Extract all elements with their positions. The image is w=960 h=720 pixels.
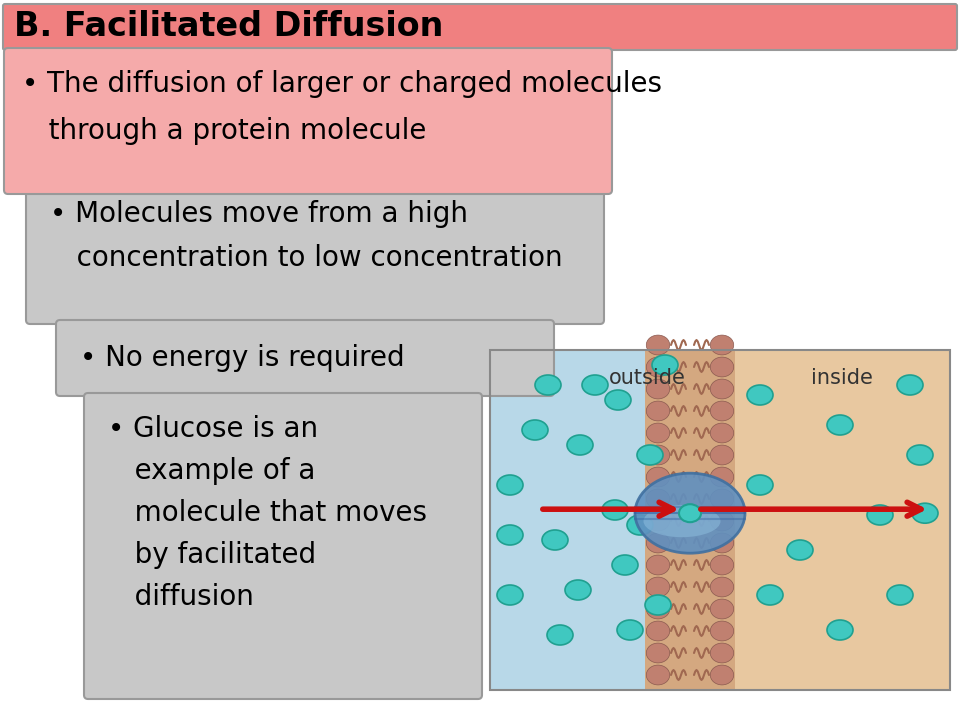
Ellipse shape — [535, 375, 561, 395]
Bar — [645, 350, 735, 690]
Ellipse shape — [565, 580, 591, 600]
Ellipse shape — [867, 505, 893, 525]
Text: example of a: example of a — [108, 457, 316, 485]
Ellipse shape — [710, 533, 733, 553]
Ellipse shape — [567, 435, 593, 455]
Ellipse shape — [710, 335, 733, 355]
Ellipse shape — [646, 555, 670, 575]
Ellipse shape — [646, 401, 670, 421]
Ellipse shape — [646, 423, 670, 443]
Ellipse shape — [710, 379, 733, 399]
Text: outside: outside — [609, 368, 685, 388]
Ellipse shape — [710, 445, 733, 465]
Bar — [490, 350, 950, 690]
Ellipse shape — [542, 530, 568, 550]
Text: through a protein molecule: through a protein molecule — [22, 117, 426, 145]
FancyBboxPatch shape — [3, 4, 957, 50]
Ellipse shape — [747, 475, 773, 495]
Ellipse shape — [710, 599, 733, 619]
Ellipse shape — [646, 665, 670, 685]
Ellipse shape — [710, 643, 733, 663]
Ellipse shape — [646, 533, 670, 553]
Ellipse shape — [646, 621, 670, 641]
Ellipse shape — [547, 625, 573, 645]
Ellipse shape — [602, 500, 628, 520]
Ellipse shape — [637, 445, 663, 465]
Ellipse shape — [710, 357, 733, 377]
Ellipse shape — [646, 599, 670, 619]
Ellipse shape — [907, 445, 933, 465]
Ellipse shape — [646, 379, 670, 399]
Ellipse shape — [679, 504, 701, 522]
Ellipse shape — [646, 467, 670, 487]
Ellipse shape — [645, 595, 671, 615]
Ellipse shape — [787, 540, 813, 560]
Ellipse shape — [747, 385, 773, 405]
Bar — [490, 350, 645, 690]
FancyBboxPatch shape — [84, 393, 482, 699]
Ellipse shape — [887, 585, 913, 605]
Ellipse shape — [522, 420, 548, 440]
Ellipse shape — [646, 577, 670, 597]
FancyBboxPatch shape — [4, 48, 612, 194]
Ellipse shape — [710, 467, 733, 487]
Ellipse shape — [710, 665, 733, 685]
Ellipse shape — [710, 489, 733, 509]
Text: diffusion: diffusion — [108, 583, 253, 611]
Ellipse shape — [827, 620, 853, 640]
Ellipse shape — [605, 390, 631, 410]
Ellipse shape — [582, 375, 608, 395]
Text: • Molecules move from a high: • Molecules move from a high — [50, 200, 468, 228]
Text: • No energy is required: • No energy is required — [80, 344, 404, 372]
Ellipse shape — [497, 585, 523, 605]
Ellipse shape — [627, 515, 653, 535]
Ellipse shape — [710, 621, 733, 641]
Ellipse shape — [912, 503, 938, 523]
Ellipse shape — [710, 577, 733, 597]
Ellipse shape — [646, 357, 670, 377]
Ellipse shape — [497, 525, 523, 545]
Ellipse shape — [612, 555, 638, 575]
Ellipse shape — [646, 511, 670, 531]
Text: by facilitated: by facilitated — [108, 541, 316, 569]
Ellipse shape — [710, 511, 733, 531]
Ellipse shape — [757, 585, 783, 605]
Ellipse shape — [643, 505, 721, 537]
FancyBboxPatch shape — [26, 178, 604, 324]
Ellipse shape — [710, 555, 733, 575]
Bar — [735, 350, 950, 690]
Text: molecule that moves: molecule that moves — [108, 499, 427, 527]
Ellipse shape — [646, 335, 670, 355]
Ellipse shape — [497, 475, 523, 495]
Text: • Glucose is an: • Glucose is an — [108, 415, 318, 443]
Text: inside: inside — [811, 368, 873, 388]
Ellipse shape — [710, 423, 733, 443]
Ellipse shape — [652, 355, 678, 375]
Ellipse shape — [646, 643, 670, 663]
Ellipse shape — [617, 620, 643, 640]
Ellipse shape — [646, 445, 670, 465]
FancyBboxPatch shape — [56, 320, 554, 396]
Text: concentration to low concentration: concentration to low concentration — [50, 244, 563, 272]
Ellipse shape — [897, 375, 923, 395]
Ellipse shape — [646, 489, 670, 509]
Text: B. Facilitated Diffusion: B. Facilitated Diffusion — [14, 11, 444, 43]
Text: • The diffusion of larger or charged molecules: • The diffusion of larger or charged mol… — [22, 70, 662, 98]
Ellipse shape — [635, 473, 745, 553]
Ellipse shape — [710, 401, 733, 421]
Ellipse shape — [827, 415, 853, 435]
